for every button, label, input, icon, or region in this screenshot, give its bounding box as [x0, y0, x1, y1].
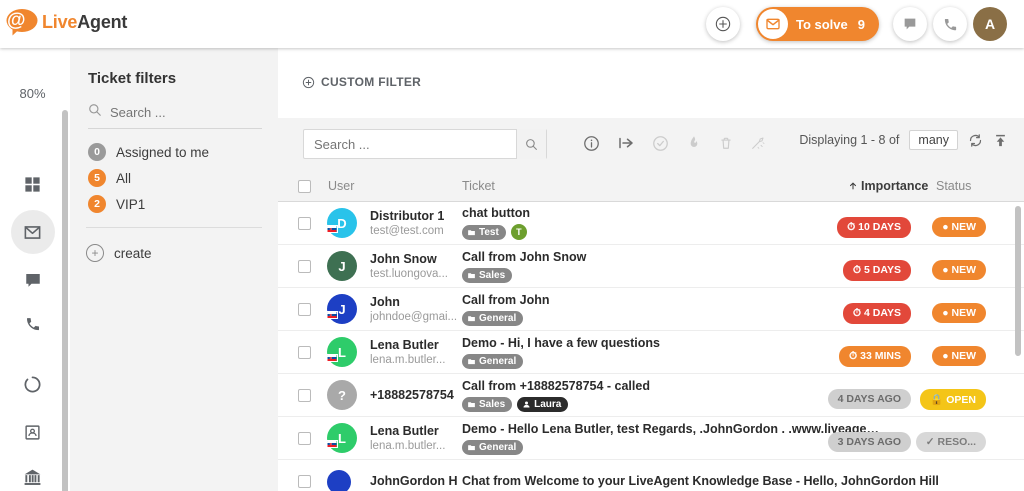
svg-text:@: @ — [7, 10, 26, 31]
